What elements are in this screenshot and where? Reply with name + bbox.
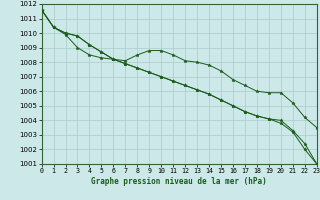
X-axis label: Graphe pression niveau de la mer (hPa): Graphe pression niveau de la mer (hPa) [91,177,267,186]
